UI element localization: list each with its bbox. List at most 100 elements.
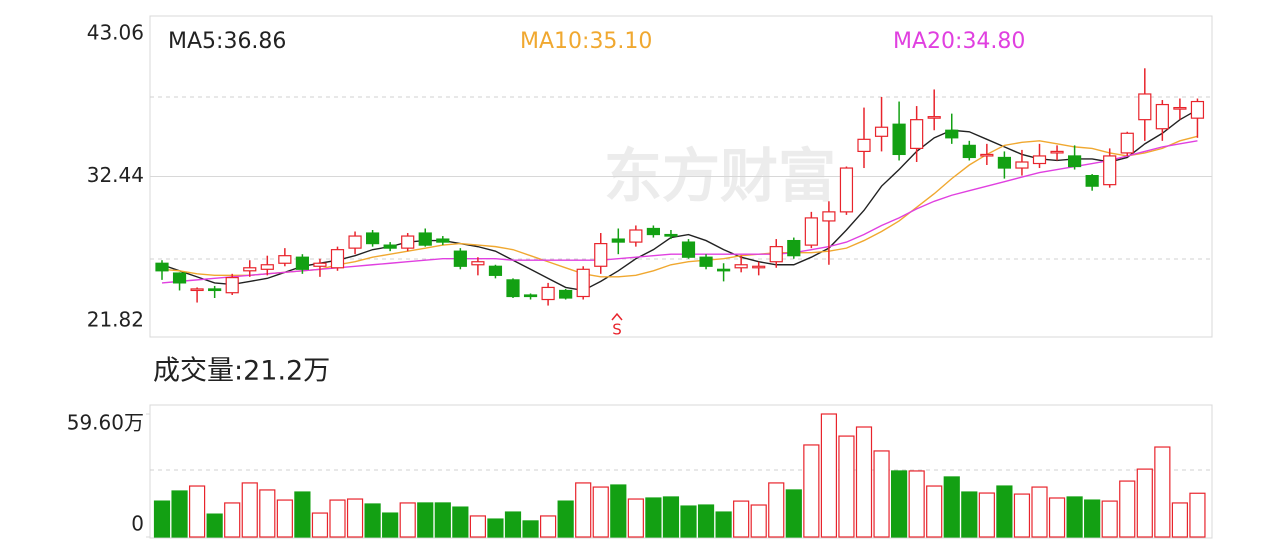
volume-bar (346, 498, 364, 538)
candle-body (155, 262, 169, 272)
candle-body (1103, 155, 1117, 186)
volume-bar (715, 511, 732, 538)
volume-bar (680, 505, 697, 538)
volume-bar (750, 504, 767, 538)
candle-body (874, 126, 889, 137)
volume-frame (149, 404, 1213, 539)
y-tick-label: 59.60万 (67, 411, 144, 435)
volume-bar (1031, 486, 1048, 538)
candle-body (278, 255, 292, 264)
volume-bar (189, 485, 206, 538)
volume-bar (224, 502, 241, 538)
candle-body (295, 256, 309, 270)
volume-bar (452, 506, 469, 538)
volume-bar (1084, 499, 1101, 538)
candle-body (523, 294, 538, 298)
volume-title: 成交量:21.2万 (153, 356, 330, 387)
volume-bar (592, 486, 609, 538)
candle-body (962, 144, 976, 159)
candle-body (1067, 155, 1082, 168)
volume-bar (803, 444, 820, 538)
volume-bar (153, 500, 171, 538)
candle-body (1155, 103, 1169, 130)
volume-bar (926, 485, 943, 538)
candle-body (243, 267, 257, 272)
candle-body (1138, 93, 1152, 121)
volume-bar (171, 490, 188, 538)
volume-bar (294, 491, 311, 538)
candle-body (190, 288, 204, 292)
volume-bar (610, 484, 627, 538)
candle-body (787, 239, 801, 257)
candle-body (716, 268, 731, 272)
volume-bar (697, 504, 715, 538)
candle-body (260, 264, 274, 270)
volume-bar (1101, 500, 1118, 538)
volume-bar (785, 489, 802, 538)
volume-bar (1154, 446, 1171, 538)
volume-bar (961, 491, 978, 538)
candle-body (348, 235, 362, 249)
candle-body (506, 279, 520, 298)
volume-bar (978, 492, 995, 538)
volume-bar (627, 498, 644, 538)
candle-body (488, 265, 503, 276)
volume-bar (1119, 480, 1136, 538)
candle-body (366, 232, 380, 245)
legend-label: MA5:36.86 (168, 29, 286, 54)
candle-body (576, 268, 590, 298)
volume-bar (522, 520, 539, 538)
volume-bar (487, 518, 504, 538)
candle-body (997, 156, 1012, 169)
volume-bar (645, 497, 662, 538)
candle-body (629, 229, 643, 243)
candle-body (383, 244, 397, 249)
candle-body (1085, 174, 1099, 187)
candle-body (1173, 106, 1187, 110)
candle-body (945, 129, 959, 139)
candle-body (418, 232, 432, 246)
legend-label: MA10:35.10 (520, 29, 652, 54)
volume-bar (662, 496, 680, 538)
candle-body (471, 261, 485, 266)
volume-bar (382, 512, 399, 538)
annotation-arrow (611, 312, 623, 321)
volume-bar (399, 502, 416, 538)
volume-bar (329, 499, 346, 538)
candle-body (401, 235, 415, 249)
candle-body (1015, 161, 1029, 169)
volume-bar (768, 482, 785, 538)
volume-bar (557, 500, 574, 538)
volume-bar (206, 513, 223, 538)
candle-body (594, 243, 608, 267)
volume-bar (1013, 493, 1031, 538)
candle-body (822, 211, 836, 222)
candle-body (769, 246, 783, 263)
volume-bar (996, 485, 1013, 538)
candle-body (699, 256, 713, 267)
volume-bar (820, 413, 838, 538)
volume-bar (1171, 502, 1189, 538)
volume-bar (908, 470, 925, 538)
legend-label: MA20:34.80 (893, 29, 1025, 54)
candle-body (734, 264, 748, 269)
candle-body (1190, 100, 1205, 119)
volume-bar (855, 426, 873, 538)
candle-body (980, 153, 994, 157)
candle-body (208, 288, 222, 292)
volume-bar (1048, 497, 1066, 538)
candle-body (1032, 155, 1047, 165)
volume-bar (469, 515, 486, 538)
y-tick-label: 32.44 (87, 163, 144, 187)
candle-body (313, 262, 327, 267)
volume-bar (276, 499, 293, 538)
candle-body (436, 238, 450, 243)
volume-bar (1136, 468, 1153, 538)
y-tick-label: 0 (131, 512, 144, 536)
y-tick-label: 21.82 (87, 308, 144, 332)
volume-bar (504, 511, 522, 538)
volume-bar (1189, 492, 1206, 538)
candle-body (804, 217, 818, 246)
candle-body (225, 277, 239, 294)
